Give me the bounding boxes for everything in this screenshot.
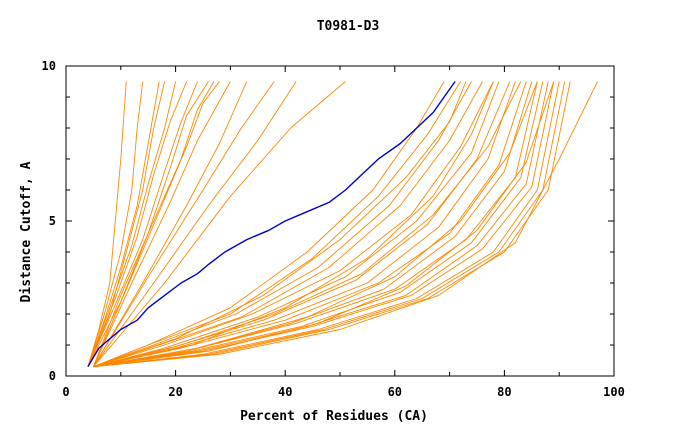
series-line: [93, 81, 494, 368]
y-tick-label: 0: [49, 369, 56, 383]
series-line: [87, 81, 166, 367]
y-axis-label: Distance Cutoff, A: [19, 161, 34, 302]
series-line: [93, 81, 533, 368]
series-line: [93, 81, 555, 368]
series-line: [92, 81, 231, 367]
series-line: [93, 81, 467, 368]
x-tick-label: 60: [388, 385, 402, 399]
series-line: [93, 81, 599, 368]
x-axis-label: Percent of Residues (CA): [240, 409, 428, 424]
series-line: [87, 81, 127, 367]
chart-title: T0981-D3: [317, 19, 380, 34]
series-line: [93, 81, 560, 368]
series-line: [93, 81, 461, 368]
series-line: [87, 81, 198, 367]
x-tick-label: 80: [497, 385, 511, 399]
series-line: [93, 81, 549, 368]
series-lines: [87, 81, 599, 368]
series-line: [93, 81, 555, 368]
series-line: [93, 81, 544, 368]
series-line: [93, 81, 500, 368]
series-line: [93, 81, 297, 367]
series-line: [92, 81, 220, 367]
x-tick-label: 0: [62, 385, 69, 399]
highlight-series-line: [87, 81, 456, 368]
series-line: [93, 81, 483, 368]
axis-ticks: [65, 65, 615, 377]
series-line: [93, 81, 275, 367]
series-line: [92, 81, 215, 367]
x-tick-label: 40: [278, 385, 292, 399]
x-tick-label: 20: [168, 385, 182, 399]
x-tick-label: 100: [603, 385, 625, 399]
series-line: [93, 81, 571, 368]
series-line: [93, 81, 516, 368]
axis-tick-labels: 0 20 40 60 80 100 0 5 10: [42, 59, 625, 399]
series-line: [93, 81, 472, 368]
series-line: [87, 81, 144, 367]
series-line: [93, 81, 527, 368]
series-line: [93, 81, 538, 368]
series-line: [87, 81, 188, 367]
series-line: [93, 81, 522, 368]
series-line: [93, 81, 248, 367]
series-line: [87, 81, 209, 367]
series-line: [87, 81, 160, 367]
series-line: [93, 81, 494, 368]
series-line: [93, 81, 346, 367]
y-tick-label: 5: [49, 214, 56, 228]
series-line: [87, 81, 177, 367]
y-tick-label: 10: [42, 59, 56, 73]
